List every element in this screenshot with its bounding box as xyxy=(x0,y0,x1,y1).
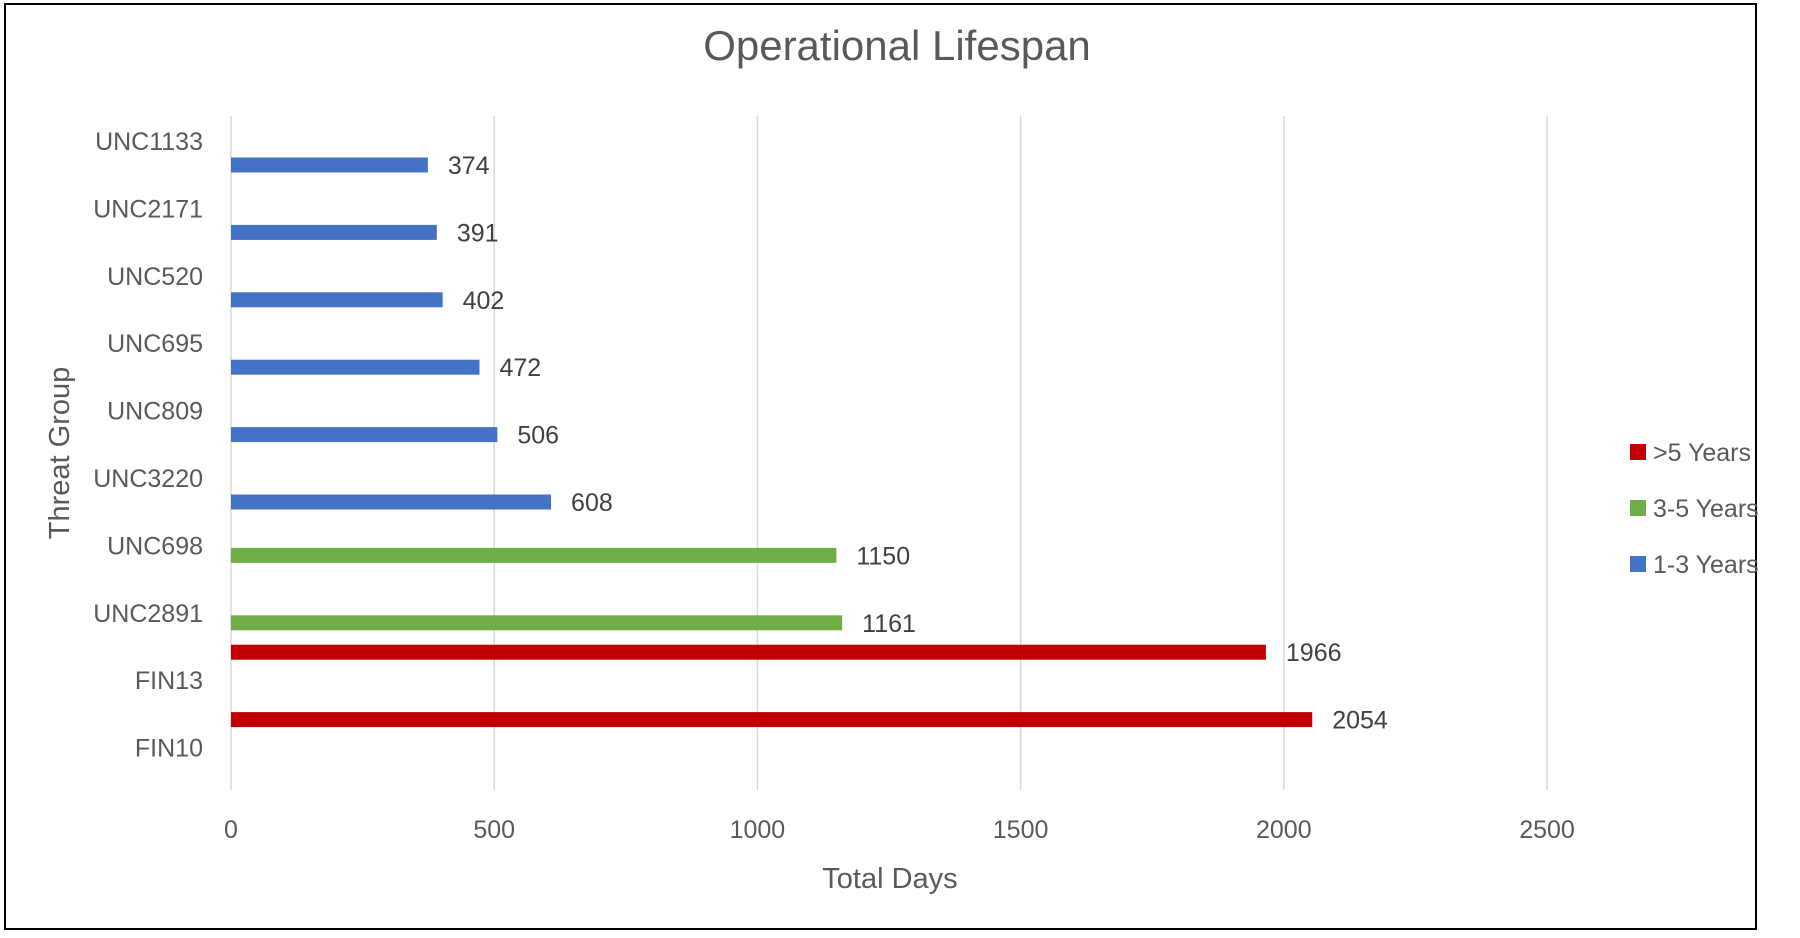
y-axis-categories: UNC1133 UNC2171 UNC520 UNC695 UNC809 UNC3220 U… xyxy=(93,128,203,763)
legend-item-1-3-years: 1-3 Years xyxy=(1630,551,1759,579)
data-label-unc520: 402 xyxy=(463,287,505,315)
legend: >5 Years 3-5 Years 1-3 Years xyxy=(1630,439,1759,579)
x-tick-label-1000: 1000 xyxy=(730,816,786,844)
x-tick-label-1500: 1500 xyxy=(993,816,1049,844)
bar-fin10 xyxy=(231,712,1313,728)
y-tick-label-unc2171: UNC2171 xyxy=(93,195,203,223)
x-axis-ticks: 0 500 1000 1500 2000 2500 xyxy=(224,816,1575,844)
data-label-unc2891: 1161 xyxy=(862,610,916,638)
x-tick-label-2000: 2000 xyxy=(1256,816,1312,844)
legend-swatch-5-years xyxy=(1630,444,1646,460)
x-tick-label-0: 0 xyxy=(224,816,238,844)
data-label-unc698: 1150 xyxy=(856,542,910,570)
data-labels: 374 391 402 472 506 608 1150 1161 1966 2054 xyxy=(448,152,1388,735)
bar-unc2171 xyxy=(231,224,437,240)
data-label-unc2171: 391 xyxy=(457,219,499,247)
data-label-unc3220: 608 xyxy=(571,489,613,517)
bar-fin13 xyxy=(231,644,1266,660)
x-tick-label-500: 500 xyxy=(473,816,515,844)
legend-item-5-years: >5 Years xyxy=(1630,439,1751,467)
x-axis-title: Total Days xyxy=(822,863,957,895)
y-tick-label-unc520: UNC520 xyxy=(107,263,203,291)
y-tick-label-unc809: UNC809 xyxy=(107,398,203,426)
chart-title: Operational Lifespan xyxy=(703,22,1091,69)
y-tick-label-fin10: FIN10 xyxy=(135,735,203,763)
bar-unc520 xyxy=(231,292,443,308)
data-label-unc695: 472 xyxy=(499,354,541,382)
gridlines xyxy=(230,116,1548,790)
y-tick-label-unc1133: UNC1133 xyxy=(95,128,203,156)
y-tick-label-unc698: UNC698 xyxy=(107,532,203,560)
bar-unc695 xyxy=(231,359,480,375)
legend-item-3-5-years: 3-5 Years xyxy=(1630,495,1759,523)
bar-unc3220 xyxy=(231,494,552,510)
data-label-fin13: 1966 xyxy=(1286,639,1342,667)
y-axis-title: Threat Group xyxy=(44,367,76,539)
data-label-unc809: 506 xyxy=(517,422,559,450)
bar-unc698 xyxy=(231,547,837,563)
data-label-fin10: 2054 xyxy=(1332,707,1388,735)
bars xyxy=(231,157,1313,728)
y-tick-label-unc2891: UNC2891 xyxy=(93,600,203,628)
legend-label-5-years: >5 Years xyxy=(1653,439,1751,467)
y-tick-label-unc695: UNC695 xyxy=(107,330,203,358)
y-tick-label-unc3220: UNC3220 xyxy=(93,465,203,493)
legend-label-1-3-years: 1-3 Years xyxy=(1653,551,1759,579)
bar-unc809 xyxy=(231,427,498,443)
legend-swatch-1-3-years xyxy=(1630,556,1646,572)
bar-unc2891 xyxy=(231,615,843,631)
data-label-unc1133: 374 xyxy=(448,152,490,180)
legend-swatch-3-5-years xyxy=(1630,500,1646,516)
y-tick-label-fin13: FIN13 xyxy=(135,667,203,695)
legend-label-3-5-years: 3-5 Years xyxy=(1653,495,1759,523)
x-tick-label-2500: 2500 xyxy=(1519,816,1575,844)
bar-unc1133 xyxy=(231,157,428,173)
